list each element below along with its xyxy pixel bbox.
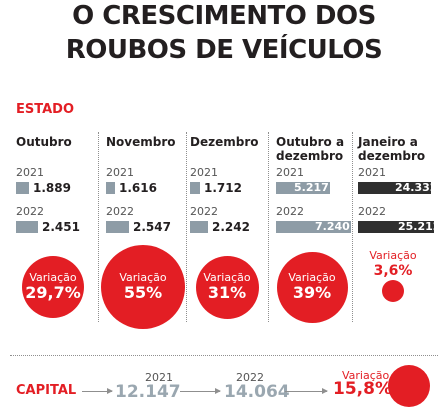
capital-variation-circle (388, 365, 430, 407)
bar-value-2022: 25.212 (398, 220, 441, 233)
variation-text: Variação 3,6% (353, 249, 433, 280)
variation-text: Variação 29,7% (13, 271, 93, 302)
year-label: 2022 (16, 205, 44, 218)
year-label: 2022 (190, 205, 218, 218)
bar-value-2021: 1.712 (204, 181, 242, 195)
year-label: 2021 (190, 166, 218, 179)
variation-label: Variação (203, 271, 251, 284)
variation-text: Variação 55% (103, 271, 183, 302)
page-title-line-1: O CRESCIMENTO DOS (72, 1, 376, 31)
variation-text: Variação 39% (272, 271, 352, 302)
variation-label: Variação (369, 249, 417, 262)
bar-value-2022: 2.242 (212, 220, 250, 234)
capital-variation-label: Variação (342, 369, 390, 382)
variation-label: Variação (119, 271, 167, 284)
variation-circle (101, 245, 185, 329)
column-separator (268, 132, 269, 322)
bar-2021 (190, 182, 200, 194)
capital-label: CAPITAL (16, 383, 77, 398)
year-label: 2021 (276, 166, 304, 179)
bar-2021 (106, 182, 115, 194)
column-header: Janeiro a dezembro (358, 135, 426, 163)
bar-2022 (276, 221, 351, 233)
bar-2022 (106, 221, 129, 233)
arrow-right-icon (82, 388, 113, 394)
year-label: 2022 (358, 205, 386, 218)
bar-value-2021: 1.889 (33, 181, 71, 195)
variation-value: 29,7% (25, 283, 81, 302)
bar-value-2021: 24.332 (395, 181, 438, 194)
column-header: Outubro (16, 135, 72, 149)
bar-2021 (276, 182, 330, 194)
variation-label: Variação (288, 271, 336, 284)
bar-value-2021: 1.616 (119, 181, 157, 195)
variation-value: 31% (207, 283, 247, 302)
bar-value-2022: 2.547 (133, 220, 171, 234)
year-label: 2021 (358, 166, 386, 179)
capital-value-2021: 12.147 (115, 382, 181, 402)
column-separator (186, 132, 187, 322)
year-label: 2021 (16, 166, 44, 179)
capital-variation-value: 15,8% (333, 379, 392, 399)
variation-circle (195, 255, 259, 319)
variation-value: 39% (292, 283, 332, 302)
year-label: 2021 (106, 166, 134, 179)
bar-2021 (16, 182, 29, 194)
capital-year-2021-label: 2021 (145, 371, 173, 384)
variation-circle (276, 251, 348, 323)
bar-value-2021: 5.217 (294, 181, 329, 194)
bar-2022 (16, 221, 38, 233)
page-title-line-2: ROUBOS DE VEÍCULOS (65, 35, 383, 65)
variation-circle (22, 256, 84, 318)
variation-value: 55% (123, 283, 163, 302)
arrow-right-icon (180, 388, 221, 394)
bar-value-2022: 7.240 (315, 220, 350, 233)
variation-circle (382, 280, 404, 302)
section-label-estado: ESTADO (16, 102, 75, 117)
capital-year-2022-label: 2022 (236, 371, 264, 384)
variation-text: Variação 31% (187, 271, 267, 302)
column-separator (98, 132, 99, 322)
variation-value: 3,6% (373, 263, 413, 279)
year-label: 2022 (276, 205, 304, 218)
bar-2022 (190, 221, 208, 233)
bar-2022 (358, 221, 434, 233)
bar-2021 (358, 182, 431, 194)
capital-value-2022: 14.064 (224, 382, 290, 402)
column-header: Dezembro (190, 135, 259, 149)
column-separator (352, 132, 353, 322)
variation-label: Variação (29, 271, 77, 284)
column-header: Novembro (106, 135, 176, 149)
divider-line (10, 355, 438, 356)
column-header: Outubro a dezembro (276, 135, 345, 163)
arrow-right-icon (285, 388, 328, 394)
bar-value-2022: 2.451 (42, 220, 80, 234)
year-label: 2022 (106, 205, 134, 218)
